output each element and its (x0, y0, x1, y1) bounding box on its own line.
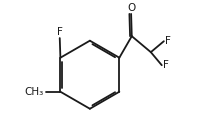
Text: F: F (165, 36, 171, 46)
Text: CH₃: CH₃ (24, 87, 43, 97)
Text: F: F (163, 60, 169, 70)
Text: O: O (127, 3, 135, 13)
Text: F: F (57, 27, 63, 37)
